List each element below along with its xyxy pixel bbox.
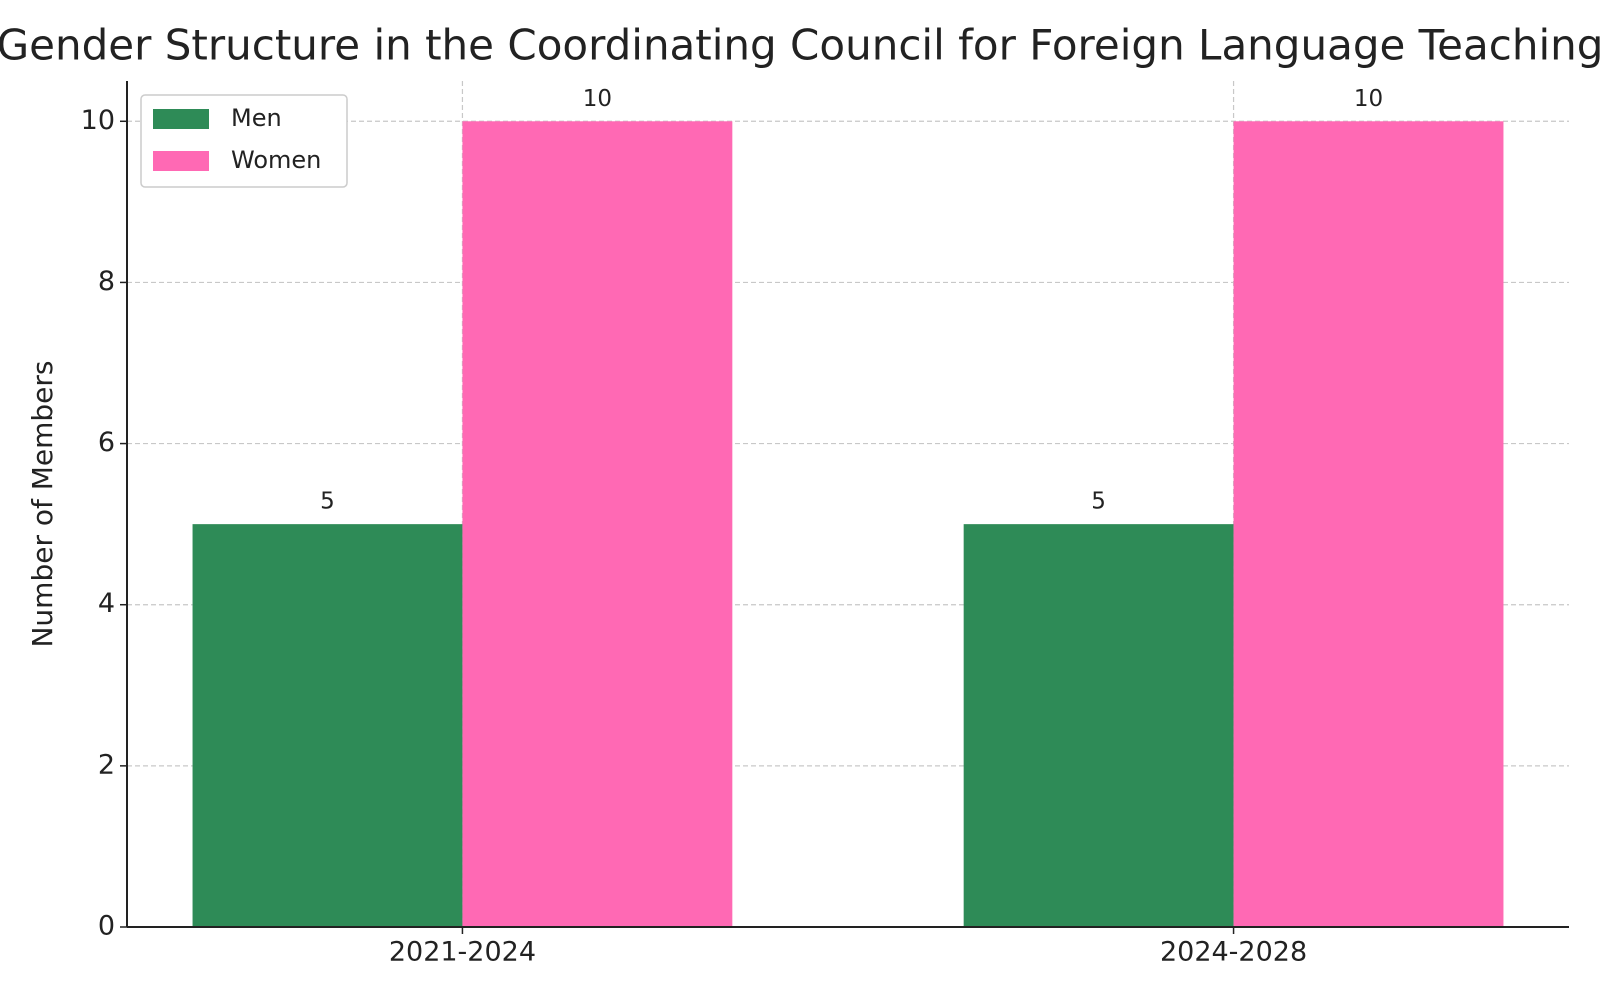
- y-tick-label: 8: [98, 266, 115, 297]
- legend-swatch: [153, 151, 209, 171]
- value-label: 5: [320, 489, 335, 515]
- legend-label: Men: [231, 104, 282, 132]
- value-label: 5: [1091, 489, 1106, 515]
- legend: Men Women: [140, 94, 348, 188]
- bar: [963, 524, 1234, 927]
- y-tick-label: 6: [98, 427, 115, 458]
- x-tick-label: 2024-2028: [1160, 937, 1307, 968]
- chart-title: Gender Structure in the Coordinating Cou…: [0, 21, 1600, 70]
- bar: [1233, 121, 1504, 928]
- x-tick-label: 2021-2024: [389, 937, 536, 968]
- value-label: 10: [583, 86, 612, 112]
- y-tick-label: 10: [81, 105, 115, 136]
- y-tick-label: 2: [98, 749, 115, 780]
- value-label: 10: [1354, 86, 1383, 112]
- legend-label: Women: [231, 146, 321, 174]
- bar: [462, 121, 733, 928]
- y-axis-label: Number of Members: [26, 360, 59, 647]
- y-tick-label: 4: [98, 588, 115, 619]
- y-tick-label: 0: [98, 911, 115, 942]
- bar: [192, 524, 463, 927]
- legend-swatch: [153, 109, 209, 129]
